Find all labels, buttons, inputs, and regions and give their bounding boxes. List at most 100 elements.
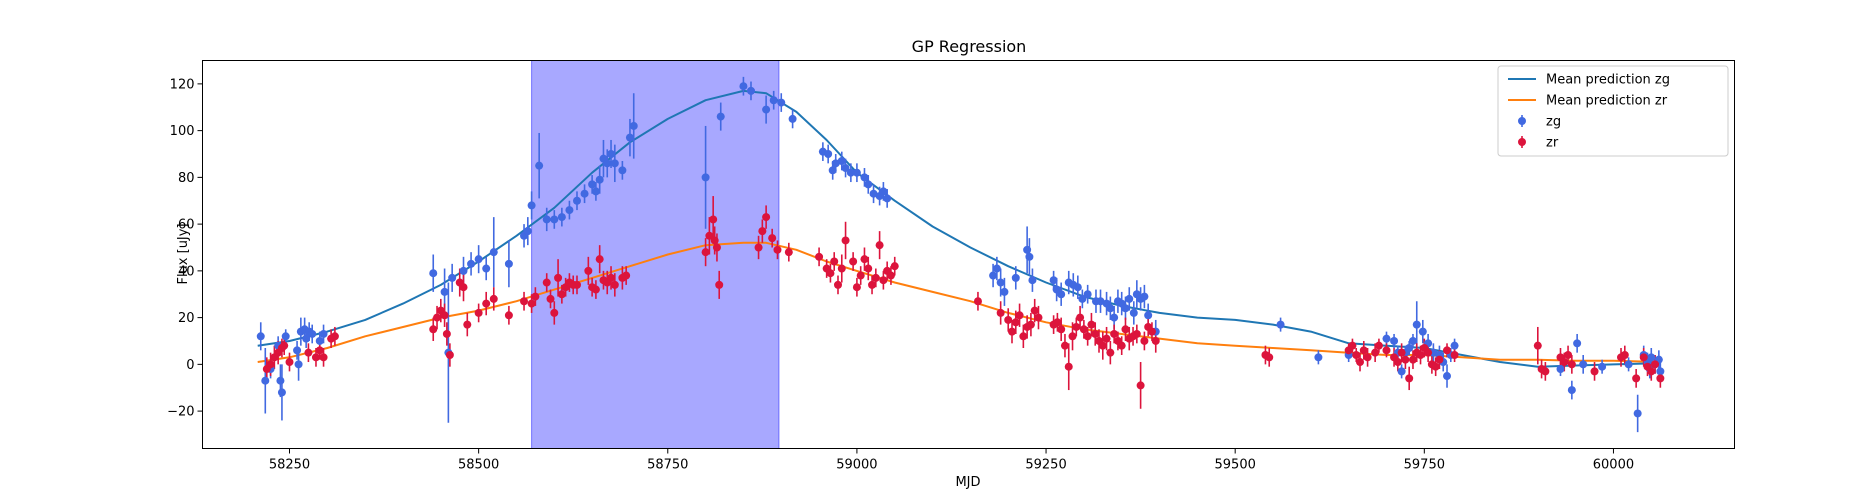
data-point-zg [1110,313,1119,322]
data-point-zg [550,215,559,224]
data-point-zr [1397,348,1406,357]
data-point-zg [846,168,855,177]
data-point-zr [531,292,540,301]
data-point-zr [311,353,320,362]
x-tick-label: 59000 [836,458,877,473]
data-point-zg [828,166,837,175]
data-point-zr [1136,381,1145,390]
data-point-zr [1416,351,1425,360]
data-point-zr [1639,353,1648,362]
data-point-zr [1620,351,1629,360]
data-point-zr [833,280,842,289]
data-point-zr [1011,318,1020,327]
data-point-zr [1068,332,1077,341]
data-point-zr [266,360,275,369]
data-point-zg [992,264,1001,273]
data-point-zr [591,285,600,294]
data-point-zr [1026,320,1035,329]
x-tick-label: 58750 [647,458,688,473]
y-tick-label: −20 [167,405,194,420]
data-point-zr [504,311,513,320]
data-point-zg [1450,341,1459,350]
data-point-zg [607,149,616,158]
shaded-region [531,60,780,449]
data-point-zg [1408,336,1417,345]
data-point-zr [1076,313,1085,322]
data-point-zr [1087,320,1096,329]
data-point-zr [554,273,563,282]
data-point-zg [852,168,861,177]
data-point-zr [1348,341,1357,350]
data-point-zg [869,189,878,198]
data-point-zr [610,280,619,289]
data-point-zg [1083,290,1092,299]
data-point-zg [831,159,840,168]
data-point-zr [871,273,880,282]
data-point-zr [758,227,767,236]
data-point-zg [1412,320,1421,329]
data-point-zr [841,236,850,245]
data-point-zg [769,96,778,105]
data-point-zr [1374,341,1383,350]
data-point-zg [315,336,324,345]
data-point-zr [584,266,593,275]
data-point-zr [546,294,555,303]
data-point-zg [1567,386,1576,395]
data-point-zr [1450,351,1459,360]
data-point-zr [715,280,724,289]
data-point-zr [762,213,771,222]
x-tick-label: 59250 [1025,458,1066,473]
data-point-zg [429,269,438,278]
data-point-zg [996,278,1005,287]
data-point-zr [1541,367,1550,376]
data-point-zg [281,332,290,341]
data-point-zg [1390,336,1399,345]
data-point-zr [1034,313,1043,322]
data-point-zg [746,86,755,95]
data-point-zg [864,180,873,189]
data-point-zr [1651,360,1660,369]
data-point-zr [709,215,718,224]
data-point-zg [557,213,566,222]
data-point-zr [1564,351,1573,360]
data-point-zr [1363,353,1372,362]
data-point-zg [788,114,797,123]
legend: Mean prediction zg Mean prediction zr zg zr [1497,65,1729,157]
data-point-zg [1049,276,1058,285]
data-point-zr [442,329,451,338]
data-point-zr [1435,355,1444,364]
data-point-zr [868,280,877,289]
x-tick-label: 58500 [458,458,499,473]
data-point-zg [1382,334,1391,343]
data-point-zr [830,257,839,266]
data-point-zr [1072,322,1081,331]
data-point-zr [1121,325,1130,334]
data-point-zr [890,262,899,271]
data-point-zr [319,353,328,362]
data-point-zg [482,264,491,273]
data-point-zg [629,121,638,130]
data-point-zr [1098,341,1107,350]
data-point-zg [603,159,612,168]
data-point-zr [996,308,1005,317]
x-tick-label: 59500 [1215,458,1256,473]
data-point-zr [1147,327,1156,336]
data-point-zg [1096,297,1105,306]
y-axis-label: Flux [uJy] [176,223,191,284]
data-point-zg [595,175,604,184]
data-point-zg [701,173,710,182]
data-point-zr [429,325,438,334]
data-point-zr [463,320,472,329]
data-point-zg [739,82,748,91]
data-point-zr [304,348,313,357]
data-point-zr [607,273,616,282]
y-tick-label: 20 [178,311,195,326]
data-point-zr [1057,325,1066,334]
data-point-zr [1656,374,1665,383]
data-point-zr [1091,329,1100,338]
data-point-zg [572,196,581,205]
data-point-zg [448,273,457,282]
data-point-zr [1083,332,1092,341]
data-point-zg [1106,304,1115,313]
data-point-zg [256,332,265,341]
